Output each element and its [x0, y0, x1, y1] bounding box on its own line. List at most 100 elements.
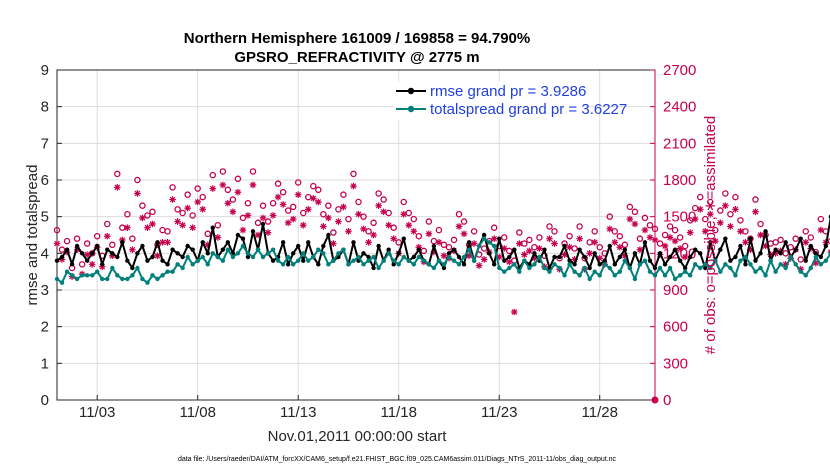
obs-possible-marker — [621, 241, 629, 249]
rmse-point — [115, 254, 120, 260]
obs-assimilated-marker — [325, 214, 332, 222]
obs-assimilated-marker — [737, 228, 744, 235]
obs-possible-marker — [199, 193, 206, 201]
rmse-point — [411, 254, 416, 260]
rmse-point — [235, 232, 241, 238]
obs-assimilated-marker — [103, 232, 111, 240]
totalspread-point — [135, 265, 140, 271]
totalspread-point — [361, 262, 366, 267]
rmse-point — [677, 258, 683, 263]
obs-assimilated-marker — [747, 246, 754, 253]
obs-possible-marker — [214, 221, 222, 229]
obs-assimilated-marker — [722, 202, 729, 209]
rmse-point — [512, 247, 517, 252]
obs-assimilated-marker — [385, 221, 392, 229]
obs-possible-marker — [757, 220, 764, 228]
obs-assimilated-marker — [174, 218, 181, 225]
totalspread-point — [582, 265, 587, 271]
obs-assimilated-marker — [490, 235, 498, 242]
right-tick-label: 600 — [663, 319, 688, 336]
obs-assimilated-marker — [500, 245, 508, 252]
obs-assimilated-marker — [636, 246, 644, 253]
obs-assimilated-marker — [767, 251, 774, 258]
totalspread-point — [627, 265, 633, 271]
obs-possible-marker — [722, 190, 729, 197]
left-tick-label: 5 — [41, 209, 49, 226]
left-tick-label: 9 — [41, 62, 49, 79]
rmse-point — [130, 265, 135, 271]
obs-assimilated-marker — [681, 253, 689, 261]
right-tick-label: 0 — [663, 392, 671, 409]
obs-assimilated-marker — [440, 252, 448, 260]
obs-assimilated-marker — [83, 251, 91, 258]
obs-possible-marker — [611, 228, 619, 235]
rmse-point — [552, 254, 557, 260]
totalspread-point — [446, 254, 452, 260]
totalspread-point — [301, 251, 306, 256]
rmse-point — [667, 254, 673, 260]
obs-assimilated-marker — [510, 308, 518, 316]
x-tick-label: 11/13 — [280, 404, 316, 421]
obs-assimilated-marker — [360, 225, 367, 233]
left-tick-label: 6 — [41, 172, 49, 189]
obs-assimilated-marker — [144, 224, 151, 231]
left-axis-ticks: 0 1 2 3 4 5 6 7 8 9 — [41, 62, 62, 409]
rmse-point — [491, 262, 497, 267]
totalspread-point — [401, 254, 406, 260]
rmse-point — [456, 254, 462, 260]
obs-possible-marker — [294, 179, 302, 186]
totalspread-point — [723, 262, 728, 267]
rmse-point — [682, 265, 688, 271]
obs-possible-marker — [686, 217, 694, 224]
obs-assimilated-marker — [169, 196, 176, 203]
rmse-point — [693, 247, 698, 252]
obs-possible-marker — [405, 209, 413, 217]
obs-possible-marker — [400, 198, 407, 206]
rmse-point — [597, 262, 602, 267]
obs-assimilated-marker — [184, 204, 191, 212]
obs-assimilated-marker — [621, 252, 629, 260]
totalspread-point — [672, 276, 678, 282]
totalspread-point — [205, 262, 210, 267]
rmse-point — [321, 243, 326, 249]
obs-possible-marker — [666, 223, 674, 230]
totalspread-point — [411, 262, 416, 267]
totalspread-point — [130, 273, 135, 278]
totalspread-point — [120, 276, 125, 282]
obs-possible-marker — [144, 212, 151, 219]
right-tick-label: 2700 — [663, 62, 696, 79]
obs-assimilated-marker — [410, 228, 418, 235]
obs-possible-marker — [360, 213, 367, 220]
obs-assimilated-marker — [219, 181, 227, 189]
obs-assimilated-marker — [505, 258, 513, 266]
left-tick-label: 7 — [41, 135, 49, 152]
totalspread-point — [245, 251, 251, 256]
totalspread-point — [537, 254, 542, 260]
obs-assimilated-marker — [691, 215, 699, 223]
rmse-point — [542, 247, 547, 252]
right-tick-label: 900 — [663, 282, 688, 299]
obs-assimilated-marker — [480, 256, 488, 263]
totalspread-point — [69, 273, 75, 278]
right-tick-label: 2400 — [663, 99, 696, 116]
obs-assimilated-marker — [531, 254, 538, 262]
obs-possible-marker — [566, 232, 573, 240]
rmse-point — [89, 251, 95, 256]
obs-possible-marker — [671, 226, 679, 234]
rmse-point — [95, 243, 100, 249]
obs-possible-marker — [440, 241, 448, 249]
obs-possible-marker — [370, 219, 377, 227]
totalspread-point — [366, 258, 371, 263]
right-tick-label: 1800 — [663, 172, 696, 189]
totalspread-point — [210, 251, 215, 256]
obs-assimilated-marker — [229, 208, 237, 216]
totalspread-point — [642, 258, 648, 263]
rmse-point — [803, 258, 808, 263]
rmse-point — [446, 251, 452, 256]
obs-possible-marker — [109, 241, 116, 249]
x-tick-label: 11/28 — [582, 404, 618, 421]
obs-possible-marker — [596, 243, 603, 251]
obs-possible-marker — [350, 170, 357, 178]
obs-assimilated-marker — [98, 263, 106, 271]
